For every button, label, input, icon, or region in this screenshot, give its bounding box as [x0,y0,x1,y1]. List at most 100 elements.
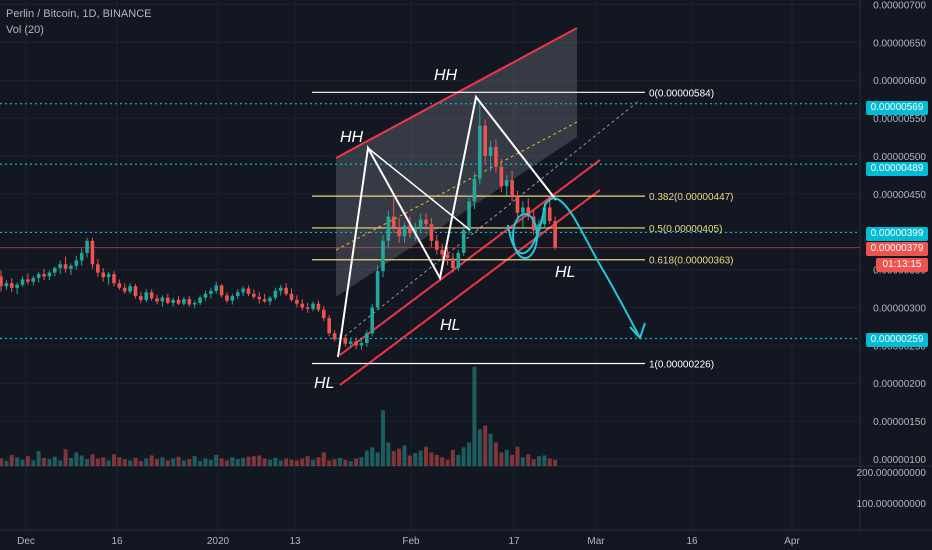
candle-body [117,283,122,288]
forecast-arrowhead [629,322,646,340]
candle-body [155,298,159,302]
candle-body [397,227,401,237]
candle-body [504,180,509,187]
candle-body [488,146,493,156]
candle-body [311,303,315,309]
volume-bar [85,459,90,466]
x-tick-label: Apr [784,536,800,547]
volume-bar [36,451,41,466]
volume-bar [456,454,461,466]
volume-bar [4,461,9,466]
volume-bar [160,457,165,466]
volume-bar [321,452,326,466]
candle-body [483,125,487,156]
candle-body [343,337,348,344]
candle-body [424,219,428,225]
y-tick-label: 0.00000500 [873,152,926,163]
volume-bar [343,459,348,466]
candle-body [278,287,283,291]
x-tick-label: 2020 [207,536,230,547]
volume-bar [122,459,127,466]
volume-bar [359,457,364,466]
volume-bar [171,458,176,466]
candle-body [209,290,213,294]
candle-body [322,309,326,319]
candle-body [219,285,224,296]
candle-body [273,290,278,298]
volume-bar [380,410,385,466]
volume-bar [332,459,337,466]
candle-body [451,258,455,269]
volume-bar [230,457,235,466]
volume-bar [117,457,122,466]
volume-bar [203,458,208,466]
annotation-hl-2: HL [440,317,460,334]
annotation-hl-1: HL [314,375,334,392]
fib-level-label: 0.382(0.00000447) [649,192,734,203]
volume-bar [144,458,149,466]
candle-body [268,297,272,302]
fib-level-label: 0.5(0.00000405) [649,224,722,235]
volume-bar [278,460,283,466]
volume-tick-label: 200.000000000 [856,468,926,479]
trend-support-line [339,159,601,356]
volume-bar [176,456,181,466]
volume-bar [413,452,418,466]
volume-bar [407,455,412,466]
volume-bar [52,456,57,466]
symbol-legend: Perlin / Bitcoin, 1D, BINANCE [6,8,152,20]
volume-bar [370,447,375,466]
volume-bar [520,457,525,466]
candle-body [499,166,504,187]
volume-bar [305,456,310,466]
y-tick-label: 0.00000700 [873,0,926,11]
candle-body [230,296,235,301]
candle-body [128,286,132,292]
candle-body [408,225,412,234]
volume-bar [15,457,20,466]
candle-body [96,264,100,273]
volume-bar [262,458,267,466]
annotation-hh-1: HH [340,129,364,146]
volume-bar [327,460,332,466]
last-price-tag: 0.00000379 [866,242,928,256]
candle-body [101,272,106,278]
candle-body [149,292,154,299]
volume-bar [364,450,369,466]
candle-body [36,274,41,278]
candle-body [171,299,175,303]
volume-bar [397,448,402,466]
candle-timer: 01:13:15 [876,258,928,272]
volume-bar [138,461,143,466]
candle-body [429,224,434,241]
volume-bar [273,457,278,466]
candle-body [112,274,116,284]
volume-bar [58,460,63,466]
volume-bar [472,366,477,466]
y-tick-label: 0.00000650 [873,38,926,49]
volume-bar [337,457,342,466]
candle-body [461,230,466,253]
volume-bar [63,449,68,466]
volume-bar [477,429,482,466]
volume-bar [251,456,256,466]
volume-bar [241,457,246,466]
candle-body [85,240,89,253]
candle-body [15,284,19,288]
candle-body [246,288,251,294]
volume-bar [90,454,95,466]
volume-bar [106,460,111,466]
price-tag-259: 0.00000259 [866,333,928,347]
volume-bar [284,458,289,466]
candle-body [9,283,14,288]
candle-body [139,296,143,300]
candle-body [90,240,95,265]
candle-body [63,264,68,269]
volume-bar [165,460,170,466]
volume-bar [504,449,509,466]
volume-bar [74,452,79,466]
candle-body [4,283,9,287]
channel-extension [339,99,641,341]
volume-bar [25,456,30,466]
